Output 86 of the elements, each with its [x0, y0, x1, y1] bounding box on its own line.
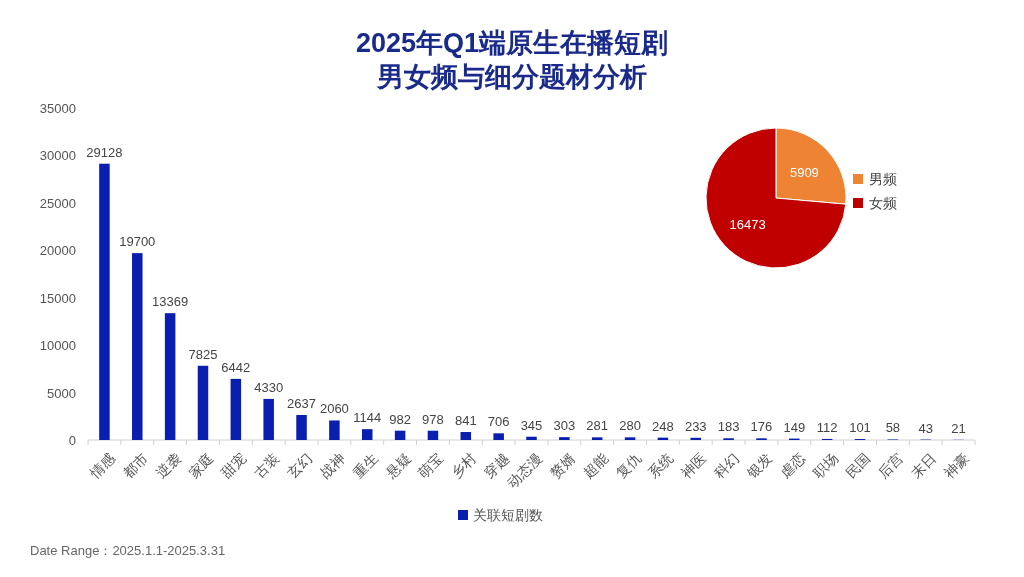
x-tick-label: 悬疑 [381, 450, 414, 482]
x-tick-label: 古装 [251, 450, 283, 482]
data-label: 6442 [221, 359, 251, 375]
data-label: 281 [586, 418, 609, 434]
data-label: 16473 [729, 217, 766, 232]
x-tick-label: 职场 [809, 450, 841, 482]
bar [99, 163, 110, 440]
data-label: 19700 [119, 234, 156, 250]
x-tick-label: 赘婿 [546, 450, 578, 482]
y-tick-label: 25000 [39, 195, 76, 211]
x-tick-label: 甜宠 [218, 450, 250, 482]
bar [329, 420, 340, 440]
x-tick-label: 家庭 [185, 450, 217, 482]
y-tick-label: 15000 [39, 290, 76, 306]
data-label: 29128 [86, 144, 123, 160]
bar [591, 437, 603, 440]
x-tick-label: 超能 [579, 450, 611, 482]
chart-title: 2025年Q1端原生在播短剧 [355, 28, 669, 58]
legend-label: 关联短剧数 [473, 507, 543, 523]
data-label: 58 [885, 420, 901, 436]
data-label: 841 [454, 413, 477, 429]
bar [263, 398, 274, 440]
data-label: 5909 [789, 165, 819, 180]
data-label: 345 [520, 417, 543, 433]
data-label: 248 [652, 418, 674, 434]
data-label: 4330 [254, 379, 284, 395]
bar [624, 437, 636, 440]
bar [132, 253, 143, 440]
data-label: 280 [619, 418, 641, 434]
legend-label: 女频 [869, 195, 897, 211]
data-label: 183 [717, 419, 740, 435]
text: Date Range：2025.1.1-2025.3.31 [30, 543, 226, 558]
bar [164, 313, 176, 440]
x-tick-label: 虐恋 [776, 450, 808, 482]
x-tick-label: 科幻 [710, 450, 743, 482]
x-tick-label: 都市 [119, 450, 151, 482]
x-tick-label: 乡村 [448, 450, 480, 482]
y-tick-label: 35000 [39, 101, 76, 116]
y-tick-label: 20000 [39, 243, 76, 259]
data-label: 303 [553, 418, 576, 434]
y-tick-label: 10000 [39, 338, 76, 354]
bar [493, 433, 504, 440]
chart-subtitle: 男女频与细分题材分析 [376, 62, 647, 92]
data-label: 43 [918, 420, 933, 436]
x-tick-label: 末日 [908, 450, 940, 482]
legend-label: 男频 [869, 171, 897, 187]
x-tick-label: 重生 [349, 450, 381, 482]
data-label: 706 [487, 414, 510, 430]
x-tick-label: 情感 [86, 450, 118, 482]
x-tick-label: 战神 [316, 450, 348, 482]
x-tick-label: 后宫 [875, 450, 907, 482]
data-label: 149 [783, 419, 806, 435]
y-tick-label: 0 [68, 433, 76, 448]
data-label: 176 [750, 419, 773, 435]
bar [197, 365, 209, 440]
data-label: 233 [684, 418, 707, 434]
data-label: 2637 [287, 395, 316, 411]
data-label: 7825 [188, 346, 218, 362]
x-tick-label: 神医 [678, 450, 710, 482]
bar [427, 430, 439, 440]
data-label: 112 [816, 419, 838, 435]
bar [526, 436, 537, 440]
data-label: 101 [849, 420, 871, 436]
data-label: 13369 [152, 294, 189, 310]
pie-slice [705, 127, 847, 269]
x-tick-label: 神豪 [940, 450, 973, 482]
x-tick-label: 民国 [842, 450, 874, 482]
data-label: 21 [951, 420, 966, 436]
x-tick-label: 萌宝 [415, 450, 447, 482]
x-tick-label: 玄幻 [283, 450, 316, 482]
data-label: 978 [422, 411, 444, 427]
x-tick-label: 银发 [743, 450, 775, 482]
y-tick-label: 5000 [47, 385, 76, 401]
bar [394, 430, 406, 440]
data-label: 2060 [319, 401, 349, 417]
data-label: 1144 [353, 410, 382, 426]
x-tick-label: 系统 [645, 450, 677, 482]
data-label: 982 [389, 411, 411, 427]
y-tick-label: 30000 [39, 148, 76, 164]
bar [559, 437, 570, 440]
bar [460, 432, 472, 440]
bar [230, 378, 242, 440]
bar [361, 429, 373, 440]
bar [296, 414, 307, 440]
x-tick-label: 逆袭 [152, 450, 184, 482]
x-tick-label: 复仇 [612, 450, 644, 482]
